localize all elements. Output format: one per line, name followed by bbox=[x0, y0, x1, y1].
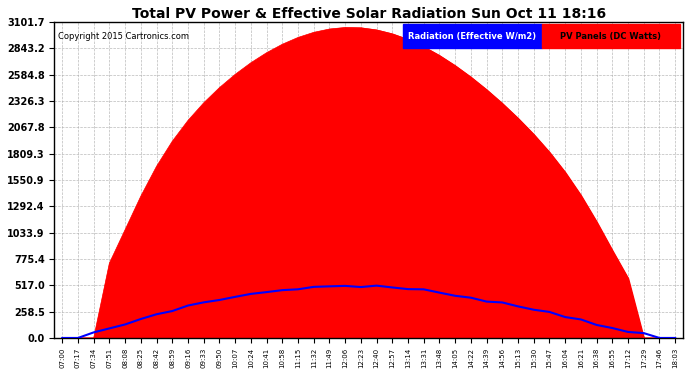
Text: Copyright 2015 Cartronics.com: Copyright 2015 Cartronics.com bbox=[57, 32, 188, 40]
Title: Total PV Power & Effective Solar Radiation Sun Oct 11 18:16: Total PV Power & Effective Solar Radiati… bbox=[132, 7, 606, 21]
